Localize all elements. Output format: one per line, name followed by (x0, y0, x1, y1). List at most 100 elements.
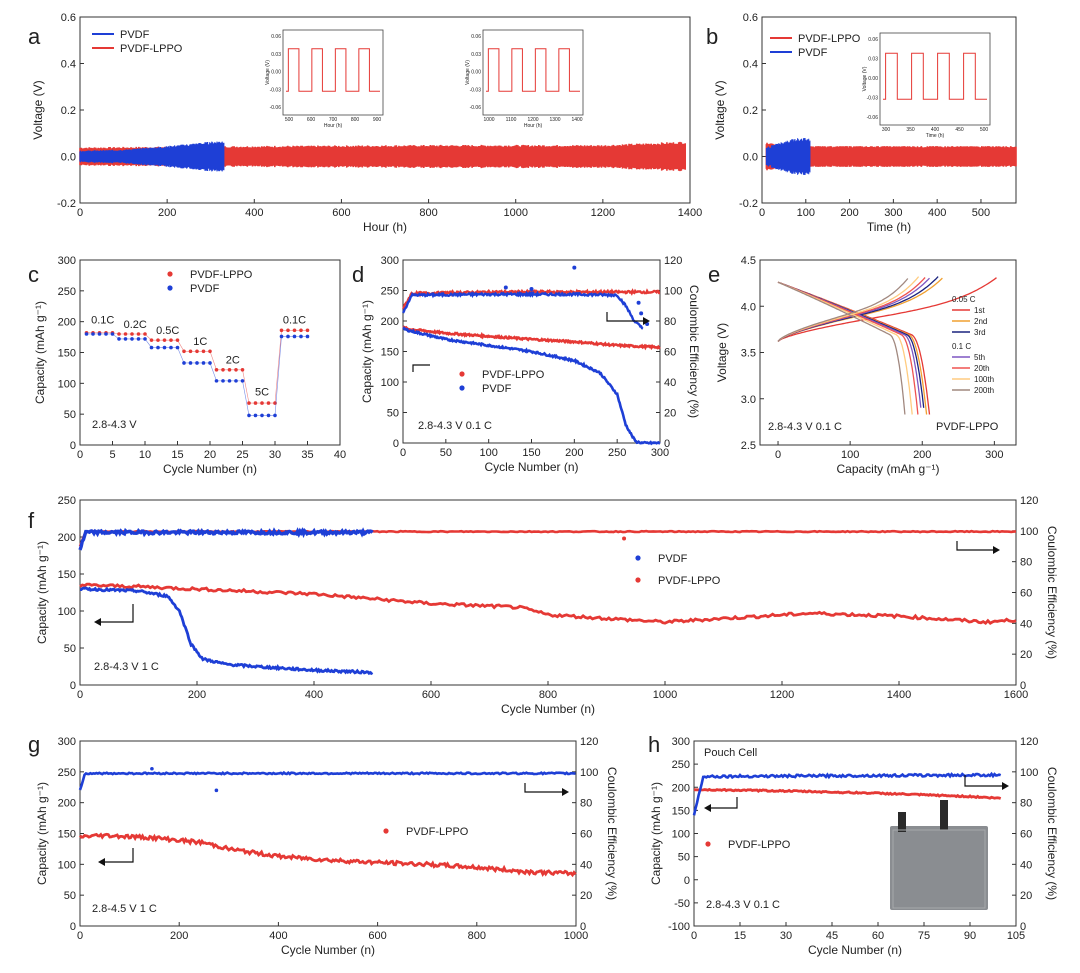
x-tick-label: 600 (368, 930, 386, 942)
y2-axis-label: Coulombic Efficiency (%) (687, 285, 701, 418)
arrow-right-axis (606, 312, 648, 322)
x-tick-label: 800 (468, 930, 486, 942)
y-axis-label: Capacity (mAh g⁻¹) (35, 541, 49, 644)
y-tick-label: 50 (64, 890, 76, 902)
y-tick-label: 250 (381, 286, 399, 298)
legend-label: PVDF-LPPO (728, 839, 791, 851)
x-axis-label: Cycle Number (n) (808, 943, 902, 957)
series-pvdf (79, 141, 225, 172)
arrow-head (643, 317, 650, 325)
legend-label: PVDF-LPPO (482, 369, 545, 381)
y2-tick-label: 20 (1020, 649, 1032, 661)
arrow-left-axis (412, 364, 430, 372)
inset-x-tick: 1000 (483, 117, 494, 123)
x-tick-label: 5 (109, 449, 115, 461)
x-tick-label: 100 (479, 447, 497, 459)
x-axis-label: Cycle Number (n) (281, 943, 375, 957)
x-tick-label: 600 (422, 689, 440, 701)
capacity-pvdf-lppo (79, 582, 1017, 626)
arrow-head (98, 858, 105, 866)
y-tick-label: 100 (672, 829, 690, 841)
x-tick-label: 90 (964, 930, 976, 942)
legend-label: 20th (974, 364, 990, 373)
y2-tick-label: 100 (1020, 767, 1038, 779)
x-tick-label: 1000 (653, 689, 677, 701)
x-tick-label: 500 (972, 207, 990, 219)
panel-label: f (28, 508, 35, 533)
charge-curve-200th (777, 278, 909, 342)
outlier-point (622, 536, 627, 541)
y2-tick-label: 40 (664, 377, 676, 389)
legend-label: 2nd (974, 317, 987, 326)
y2-tick-label: 40 (580, 859, 592, 871)
capacity-pvdf (80, 586, 374, 676)
inset-plot: 300 350 400 450 500 0.06 0.03 0.00 -0.03 -0.06 Tim… (862, 32, 991, 139)
rate-label: 0.1C (91, 315, 114, 327)
y2-axis-label: Coulombic Efficiency (%) (1045, 767, 1059, 900)
legend-label: PVDF (120, 29, 150, 41)
y-axis-label: Voltage (V) (31, 80, 45, 139)
y-tick-label: 0.2 (61, 105, 76, 117)
y-tick-label: 200 (58, 798, 76, 810)
inset-x-tick: 700 (329, 117, 338, 123)
y2-tick-label: 120 (664, 255, 682, 267)
y2-tick-label: 40 (1020, 618, 1032, 630)
x-axis-label: Time (h) (867, 220, 911, 234)
x-tick-label: 200 (913, 449, 931, 461)
y-tick-label: -50 (674, 898, 690, 910)
y-tick-label: 250 (58, 495, 76, 507)
x-tick-label: 800 (539, 689, 557, 701)
ce-pvdf-lppo (692, 771, 1002, 816)
inset-y-tick: -0.06 (867, 115, 879, 121)
y-axis-label: Voltage (V) (715, 323, 729, 382)
inset-x-tick: 1100 (506, 117, 517, 123)
arrow-left-axis (706, 797, 738, 809)
inset-y-tick: 0.03 (471, 52, 481, 58)
capacity-pvdf-lppo (78, 832, 577, 878)
y-tick-label: 50 (387, 408, 399, 420)
y-axis-label: Capacity (mAh g⁻¹) (33, 301, 47, 404)
outlier-point (639, 311, 644, 316)
y2-tick-label: 80 (1020, 798, 1032, 810)
panel-e: 0 100 200 300 2.5 3.0 3.5 4.0 4.5 Capacity (mAh g… (708, 255, 1017, 476)
x-tick-label: 20 (204, 449, 216, 461)
y-axis-label: Capacity (mAh g⁻¹) (649, 782, 663, 885)
condition-annotation: 2.8-4.3 V 0.1 C (768, 421, 842, 433)
arrow-right-axis (956, 541, 998, 551)
rate-label: 1C (193, 336, 207, 348)
y-tick-label: 200 (672, 782, 690, 794)
y-tick-label: 150 (58, 569, 76, 581)
y2-tick-label: 0 (580, 921, 586, 933)
inset-y-tick: -0.03 (867, 96, 879, 102)
rate-label: 0.2C (124, 319, 147, 331)
legend-marker (705, 841, 711, 847)
legend-marker (459, 371, 465, 377)
x-tick-label: 75 (918, 930, 930, 942)
x-tick-label: 100 (841, 449, 859, 461)
x-tick-label: 250 (608, 447, 626, 459)
x-axis-label: Hour (h) (363, 220, 407, 234)
x-tick-label: 200 (565, 447, 583, 459)
inset-y-tick: 0.03 (271, 52, 281, 58)
ce-pvdf (401, 290, 644, 330)
inset-y-tick: -0.03 (470, 87, 482, 93)
series-line (86, 333, 308, 416)
y-tick-label: 150 (58, 348, 76, 360)
x-tick-label: 300 (651, 447, 669, 459)
y2-tick-label: 60 (1020, 588, 1032, 600)
x-tick-label: 200 (188, 689, 206, 701)
y-tick-label: 4.5 (741, 255, 756, 267)
panel-label: a (28, 24, 41, 49)
inset-y-tick: -0.06 (470, 105, 482, 111)
inset-square-wave (883, 52, 987, 100)
inset-y-tick: 0.00 (868, 76, 878, 82)
legend-marker (459, 385, 465, 391)
arrow-head (562, 788, 569, 796)
inset-frame (282, 29, 384, 116)
y-tick-label: 2.5 (741, 440, 756, 452)
pouch-body (890, 826, 988, 910)
y-tick-label: 150 (58, 829, 76, 841)
y-tick-label: 250 (672, 759, 690, 771)
panel-b: 0 100 200 300 400 500 -0.2 0.0 0.2 0.4 0.6 Time (h)… (706, 12, 1017, 234)
